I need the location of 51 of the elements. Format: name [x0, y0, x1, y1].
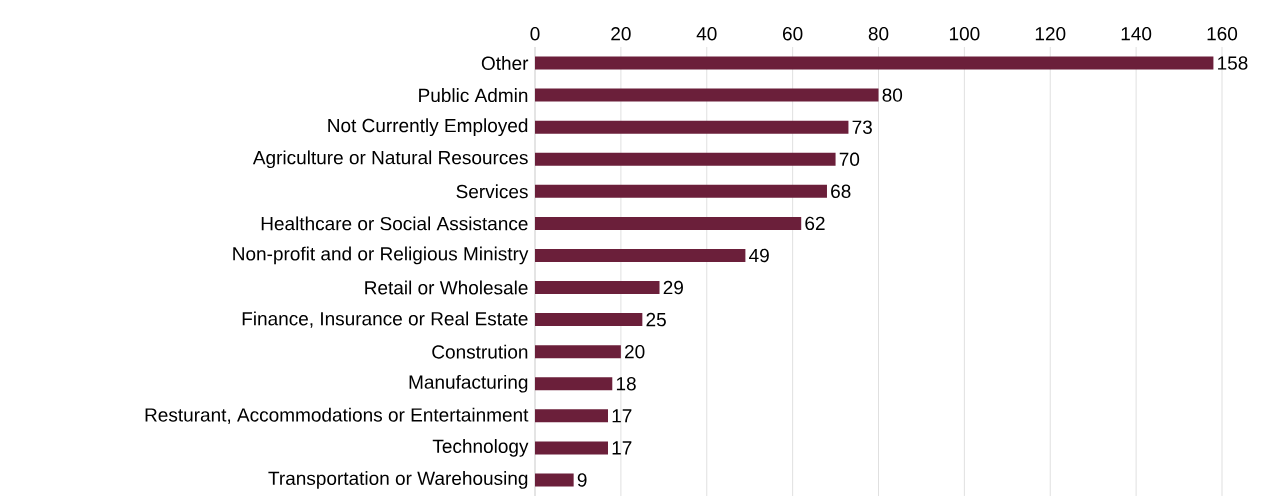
y-tick-label: Not Currently Employed	[328, 118, 528, 137]
bar	[535, 120, 849, 134]
data-label: 25	[646, 312, 666, 327]
bar	[535, 313, 643, 327]
y-tick-label: Finance, Insurance or Real Estate	[242, 311, 528, 328]
y-tick-label: Resturant, Accommodations or Entertainment	[145, 407, 529, 424]
bar	[535, 473, 574, 487]
bar	[535, 152, 836, 166]
y-tick-label: Technology	[432, 439, 529, 457]
y-tick-label: Non-profit and or Religious Ministry	[233, 246, 529, 265]
data-label: 73	[852, 120, 872, 134]
bar	[535, 184, 827, 198]
data-label: 80	[882, 88, 903, 102]
data-label: 49	[749, 248, 769, 263]
data-label: 70	[839, 152, 860, 166]
bar	[535, 88, 879, 102]
y-tick-label: Healthcare or Social Assistance	[261, 216, 528, 231]
y-tick-label: Public Admin	[419, 88, 528, 103]
x-tick-label: 120	[1035, 27, 1066, 41]
bar	[535, 56, 1214, 70]
data-label: 158	[1218, 56, 1248, 70]
x-tick-label: 60	[783, 27, 803, 41]
data-label: 62	[805, 216, 825, 231]
data-label: 18	[616, 377, 636, 391]
y-tick-label: Retail or Wholesale	[365, 280, 528, 295]
x-tick-label: 20	[611, 27, 631, 41]
data-label: 68	[831, 184, 851, 199]
bar	[535, 441, 608, 455]
y-tick-label: Constrution	[432, 344, 528, 359]
x-tick-label: 100	[949, 27, 980, 41]
data-label: 20	[625, 344, 645, 359]
x-tick-label: 80	[868, 27, 889, 41]
x-tick-label: 40	[696, 27, 717, 41]
y-tick-label: Other	[481, 56, 529, 71]
bar	[535, 216, 802, 230]
y-tick-label: Manufacturing	[409, 374, 528, 393]
y-tick-label: Services	[456, 184, 528, 199]
data-label: 9	[577, 473, 587, 487]
x-tick-label: 160	[1207, 27, 1238, 41]
data-label: 29	[663, 280, 683, 295]
data-label: 17	[612, 441, 632, 455]
bar	[535, 409, 608, 423]
bar	[535, 248, 746, 262]
y-tick-label: Transportation or Warehousing	[268, 471, 528, 489]
bar	[535, 377, 613, 391]
x-tick-label: 0	[530, 27, 540, 41]
data-label: 17	[612, 409, 632, 423]
y-tick-label: Agriculture or Natural Resources	[252, 150, 528, 169]
bar	[535, 281, 660, 295]
x-tick-label: 140	[1121, 27, 1152, 41]
bar	[535, 345, 621, 359]
